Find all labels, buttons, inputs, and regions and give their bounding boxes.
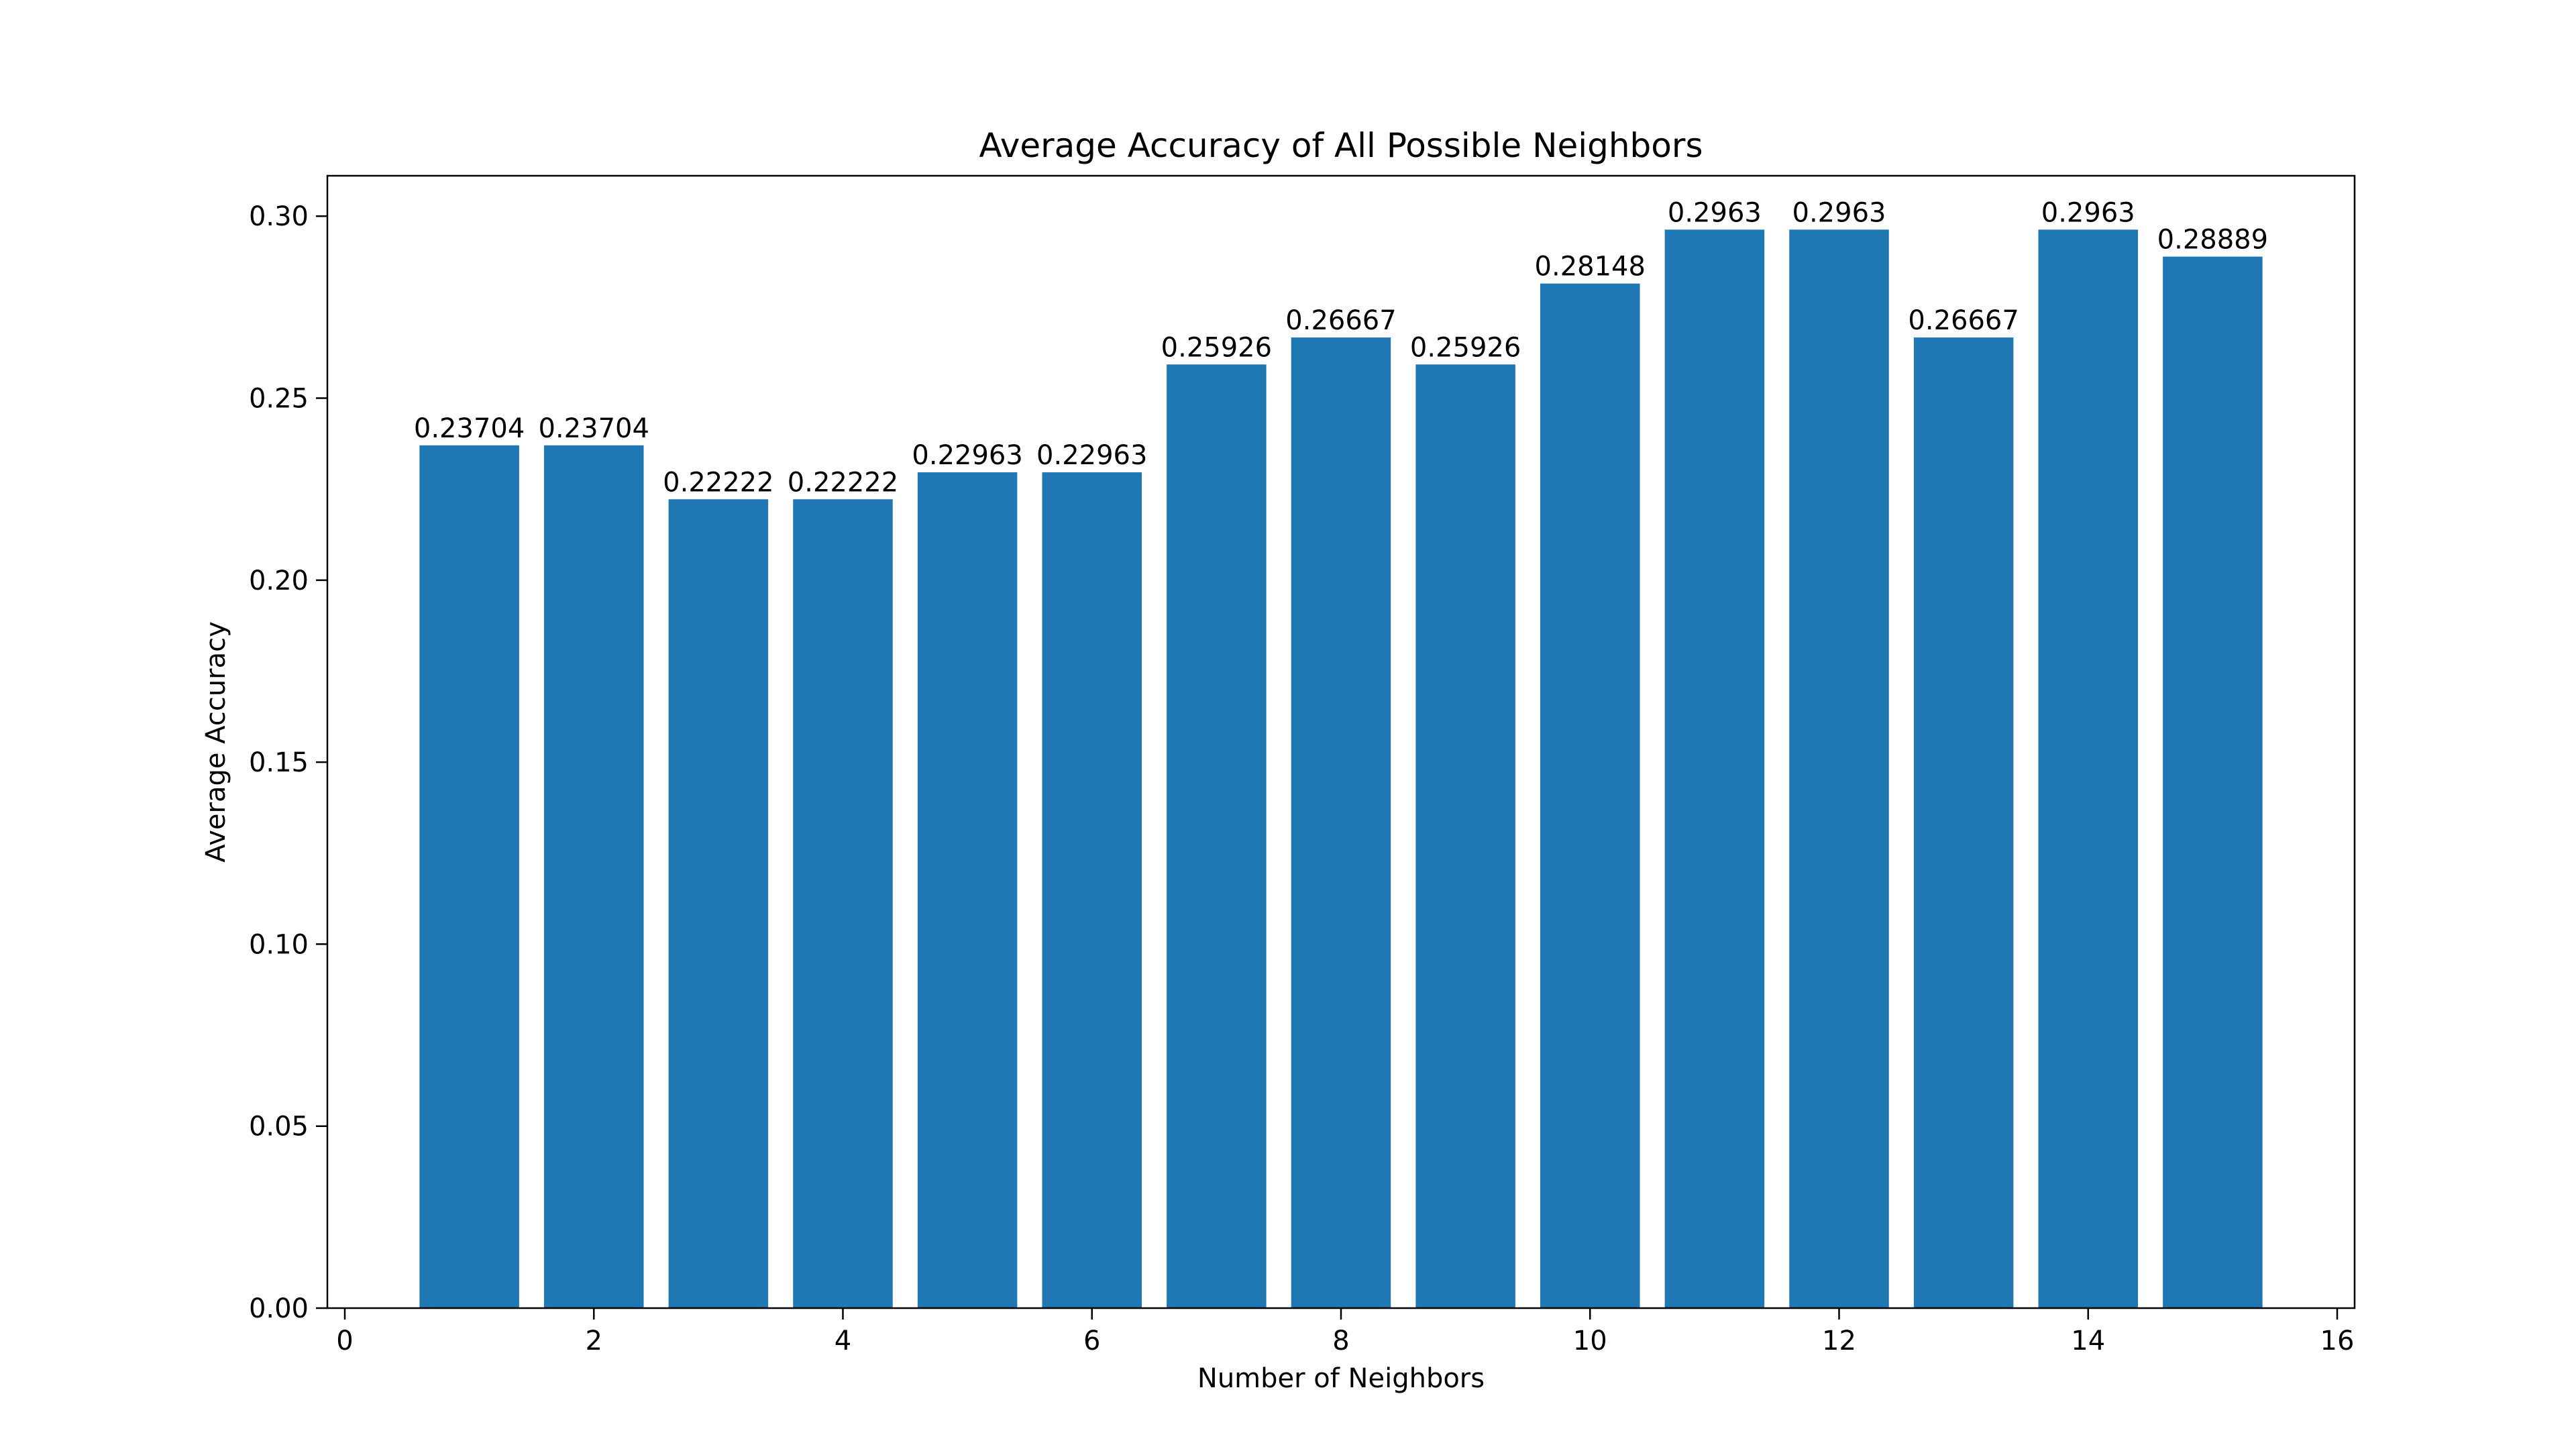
bar-value-label: 0.25926 <box>1410 332 1521 363</box>
bar-labels-layer: 0.23704 0.23704 0.22222 0.22222 0.22963 0.229… <box>414 197 2268 498</box>
bar-value-label: 0.2963 <box>1668 197 1762 228</box>
bar <box>1415 364 1515 1308</box>
x-tick-label: 12 <box>1822 1326 1856 1356</box>
bar <box>1913 337 2014 1308</box>
bar-value-label: 0.26667 <box>1908 305 2019 336</box>
bar <box>2038 229 2139 1308</box>
bar-value-label: 0.2963 <box>1792 197 1886 228</box>
bar <box>917 472 1018 1308</box>
bar <box>1042 472 1142 1308</box>
bar <box>543 445 644 1308</box>
x-tick-label: 8 <box>1332 1326 1349 1356</box>
bar <box>1664 229 1765 1308</box>
x-tick-label: 10 <box>1573 1326 1607 1356</box>
y-axis-label: Average Accuracy <box>201 621 231 863</box>
y-tick-label: 0.15 <box>249 747 309 778</box>
bar-value-label: 0.28889 <box>2157 225 2268 256</box>
bar <box>668 499 769 1309</box>
bar-value-label: 0.22963 <box>912 440 1022 471</box>
y-tick-label: 0.30 <box>249 201 309 232</box>
x-tick-label: 14 <box>2071 1326 2105 1356</box>
y-tick-label: 0.10 <box>249 929 309 960</box>
bar <box>1540 283 1640 1309</box>
bar <box>2163 256 2263 1309</box>
bar <box>1789 229 1889 1308</box>
bars-layer <box>419 229 2263 1309</box>
bar-value-label: 0.22222 <box>663 467 773 498</box>
y-axis: 0.00 0.05 0.10 0.15 0.20 0.25 0.30 <box>249 201 327 1324</box>
y-tick-label: 0.05 <box>249 1112 309 1142</box>
x-tick-label: 16 <box>2320 1326 2355 1356</box>
bar-value-label: 0.28148 <box>1535 252 1646 282</box>
chart-title: Average Accuracy of All Possible Neighbo… <box>979 126 1703 165</box>
bar <box>1167 364 1267 1308</box>
bar-value-label: 0.25926 <box>1161 332 1272 363</box>
x-tick-label: 6 <box>1083 1326 1100 1356</box>
bar-value-label: 0.23704 <box>414 413 525 444</box>
bar <box>793 499 893 1309</box>
y-tick-label: 0.00 <box>249 1293 309 1324</box>
bar-value-label: 0.23704 <box>539 413 649 444</box>
bar <box>1291 337 1391 1308</box>
y-tick-label: 0.20 <box>249 566 309 596</box>
bar-value-label: 0.22963 <box>1036 440 1147 471</box>
x-tick-label: 0 <box>336 1326 353 1356</box>
bar <box>419 445 519 1308</box>
x-axis-label: Number of Neighbors <box>1197 1363 1485 1394</box>
bar-value-label: 0.2963 <box>2041 197 2135 228</box>
bar-value-label: 0.26667 <box>1285 305 1396 336</box>
x-tick-label: 4 <box>835 1326 851 1356</box>
bar-value-label: 0.22222 <box>788 467 898 498</box>
x-tick-label: 2 <box>586 1326 602 1356</box>
x-axis: 0 2 4 6 8 10 12 14 16 <box>336 1308 2354 1356</box>
y-tick-label: 0.25 <box>249 384 309 415</box>
